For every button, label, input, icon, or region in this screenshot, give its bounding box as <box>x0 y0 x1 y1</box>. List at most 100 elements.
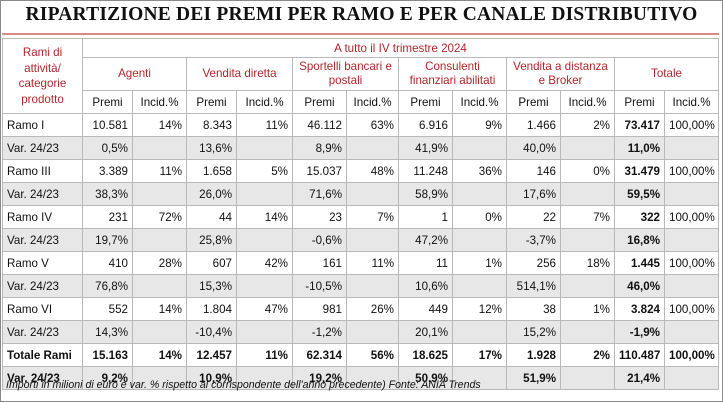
cell: 146 <box>506 159 561 183</box>
table-row: Var. 24/23 19,7% 25,8% -0,6% 47,2% -3,7%… <box>2 228 719 252</box>
cell: 1.445 <box>614 251 665 275</box>
cell <box>452 366 507 390</box>
cell <box>664 274 719 298</box>
table-row: Ramo V 410 28% 607 42% 161 11% 11 1% 256… <box>2 251 719 275</box>
cell: 11% <box>236 343 293 367</box>
period-header: A tutto il IV trimestre 2024 <box>82 38 719 58</box>
cell: 9% <box>452 113 507 137</box>
cell: 62.314 <box>292 343 347 367</box>
cell: 514,1% <box>506 274 561 298</box>
cell <box>560 182 615 206</box>
cell: 100,00% <box>664 205 719 229</box>
cell: 14% <box>132 297 187 321</box>
cell: 2% <box>560 113 615 137</box>
table-row: Ramo VI 552 14% 1.804 47% 981 26% 449 12… <box>2 297 719 321</box>
cell <box>452 320 507 344</box>
cell: 110.487 <box>614 343 665 367</box>
cell <box>236 274 293 298</box>
cell <box>346 228 399 252</box>
cell: -3,7% <box>506 228 561 252</box>
cell: 3.389 <box>82 159 133 183</box>
cell <box>452 182 507 206</box>
cell: 14,3% <box>82 320 133 344</box>
cell: 1% <box>452 251 507 275</box>
cell: 100,00% <box>664 159 719 183</box>
cell: 449 <box>398 297 453 321</box>
cell <box>346 274 399 298</box>
cell <box>236 136 293 160</box>
cell <box>236 228 293 252</box>
row-label: Ramo IV <box>2 205 83 229</box>
cell: 18% <box>560 251 615 275</box>
cell: 3.824 <box>614 297 665 321</box>
table-row: Ramo I 10.581 14% 8.343 11% 46.112 63% 6… <box>2 113 719 137</box>
cell <box>132 182 187 206</box>
cell <box>236 320 293 344</box>
cell: 15.163 <box>82 343 133 367</box>
table-row-total: Totale Rami 15.163 14% 12.457 11% 62.314… <box>2 343 719 367</box>
channel-header: Totale <box>614 57 719 91</box>
cell: 42% <box>236 251 293 275</box>
cell: 11% <box>132 159 187 183</box>
cell: 14% <box>132 113 187 137</box>
cell: 100,00% <box>664 297 719 321</box>
cell: 11% <box>236 113 293 137</box>
cell: 38,3% <box>82 182 133 206</box>
cell: 19,2% <box>292 366 347 390</box>
row-label: Ramo I <box>2 113 83 137</box>
row-label: Var. 24/23 <box>2 366 83 390</box>
cell: 410 <box>82 251 133 275</box>
cell <box>132 366 187 390</box>
cell: 11% <box>346 251 399 275</box>
cell: 50,9% <box>398 366 453 390</box>
cell: 40,0% <box>506 136 561 160</box>
cell <box>664 228 719 252</box>
cell: 15.037 <box>292 159 347 183</box>
table-row-total-var: Var. 24/23 9,2% 10,9% 19,2% 50,9% 51,9% … <box>2 366 719 390</box>
cell: 44 <box>186 205 237 229</box>
cell: 25,8% <box>186 228 237 252</box>
cell: 46,0% <box>614 274 665 298</box>
cell: 256 <box>506 251 561 275</box>
table-row: Var. 24/23 38,3% 26,0% 71,6% 58,9% 17,6%… <box>2 182 719 206</box>
cell: 73.417 <box>614 113 665 137</box>
cell: 11,0% <box>614 136 665 160</box>
cell: 1% <box>560 297 615 321</box>
cell: 231 <box>82 205 133 229</box>
sub-header-premi: Premi <box>186 90 237 114</box>
sub-header-incid: Incid.% <box>664 90 719 114</box>
cell <box>560 274 615 298</box>
cell: -1,2% <box>292 320 347 344</box>
row-label: Ramo VI <box>2 297 83 321</box>
page-title: RIPARTIZIONE DEI PREMI PER RAMO E PER CA… <box>25 4 698 25</box>
cell: 17,6% <box>506 182 561 206</box>
cell: 51,9% <box>506 366 561 390</box>
sub-header-incid: Incid.% <box>346 90 399 114</box>
cell: 48% <box>346 159 399 183</box>
cell: 46.112 <box>292 113 347 137</box>
row-label: Totale Rami <box>2 343 83 367</box>
cell: 1.804 <box>186 297 237 321</box>
cell: 47% <box>236 297 293 321</box>
cell: 14% <box>132 343 187 367</box>
row-label: Ramo III <box>2 159 83 183</box>
cell <box>452 136 507 160</box>
sub-header-incid: Incid.% <box>132 90 187 114</box>
cell: 1 <box>398 205 453 229</box>
row-label: Ramo V <box>2 251 83 275</box>
cell: 161 <box>292 251 347 275</box>
cell: 1.466 <box>506 113 561 137</box>
row-label-header: Rami di attività/ categorie prodotto <box>2 38 83 114</box>
cell: 10.581 <box>82 113 133 137</box>
cell <box>132 320 187 344</box>
sub-header-incid: Incid.% <box>560 90 615 114</box>
cell: 10,6% <box>398 274 453 298</box>
cell <box>664 320 719 344</box>
cell: 552 <box>82 297 133 321</box>
cell: 16,8% <box>614 228 665 252</box>
cell: 6.916 <box>398 113 453 137</box>
cell: 0% <box>560 159 615 183</box>
cell <box>236 182 293 206</box>
cell <box>132 136 187 160</box>
cell: 47,2% <box>398 228 453 252</box>
